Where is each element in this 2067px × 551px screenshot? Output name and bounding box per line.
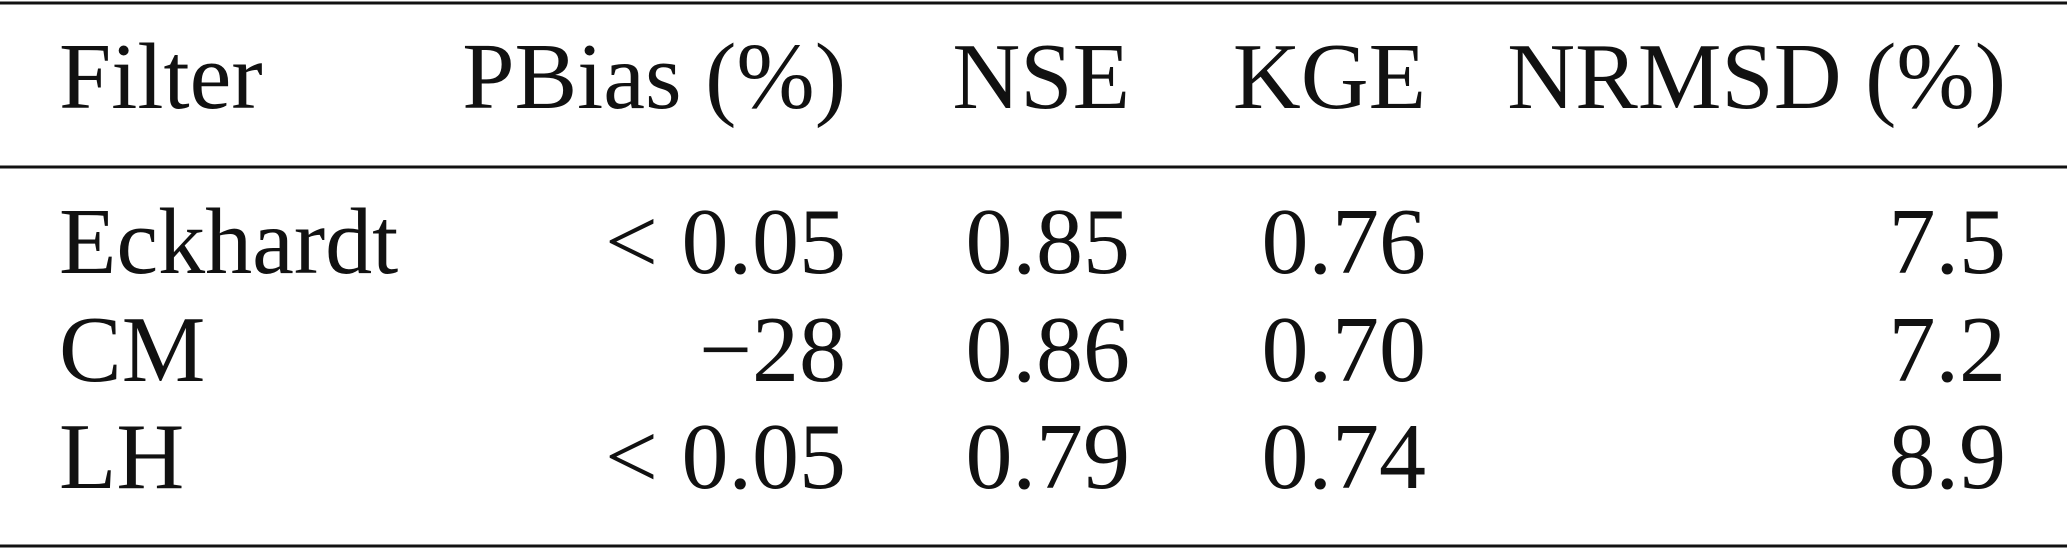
header-cell: PBias (%) [462, 25, 846, 129]
table-cell: 0.76 [1262, 190, 1427, 294]
table-cell: 0.70 [1262, 298, 1427, 402]
header-cell: NSE [952, 25, 1130, 129]
table-cell: 7.5 [1889, 190, 2007, 294]
table-cell: 8.9 [1889, 405, 2007, 509]
table-cell: 0.79 [966, 405, 1131, 509]
table-cell: CM [59, 298, 205, 402]
header-cell: NRMSD (%) [1507, 25, 2006, 129]
table-cell: < 0.05 [605, 190, 846, 294]
table-cell: −28 [699, 298, 846, 402]
table-cell: < 0.05 [605, 405, 846, 509]
table-cell: 0.74 [1262, 405, 1427, 509]
table-cell: LH [59, 405, 184, 509]
table-cell: 7.2 [1889, 298, 2007, 402]
table-cell: 0.85 [966, 190, 1131, 294]
header-cell: KGE [1233, 25, 1426, 129]
header-cell: Filter [59, 25, 263, 129]
table-cell: 0.86 [966, 298, 1131, 402]
table-cell: Eckhardt [59, 190, 398, 294]
